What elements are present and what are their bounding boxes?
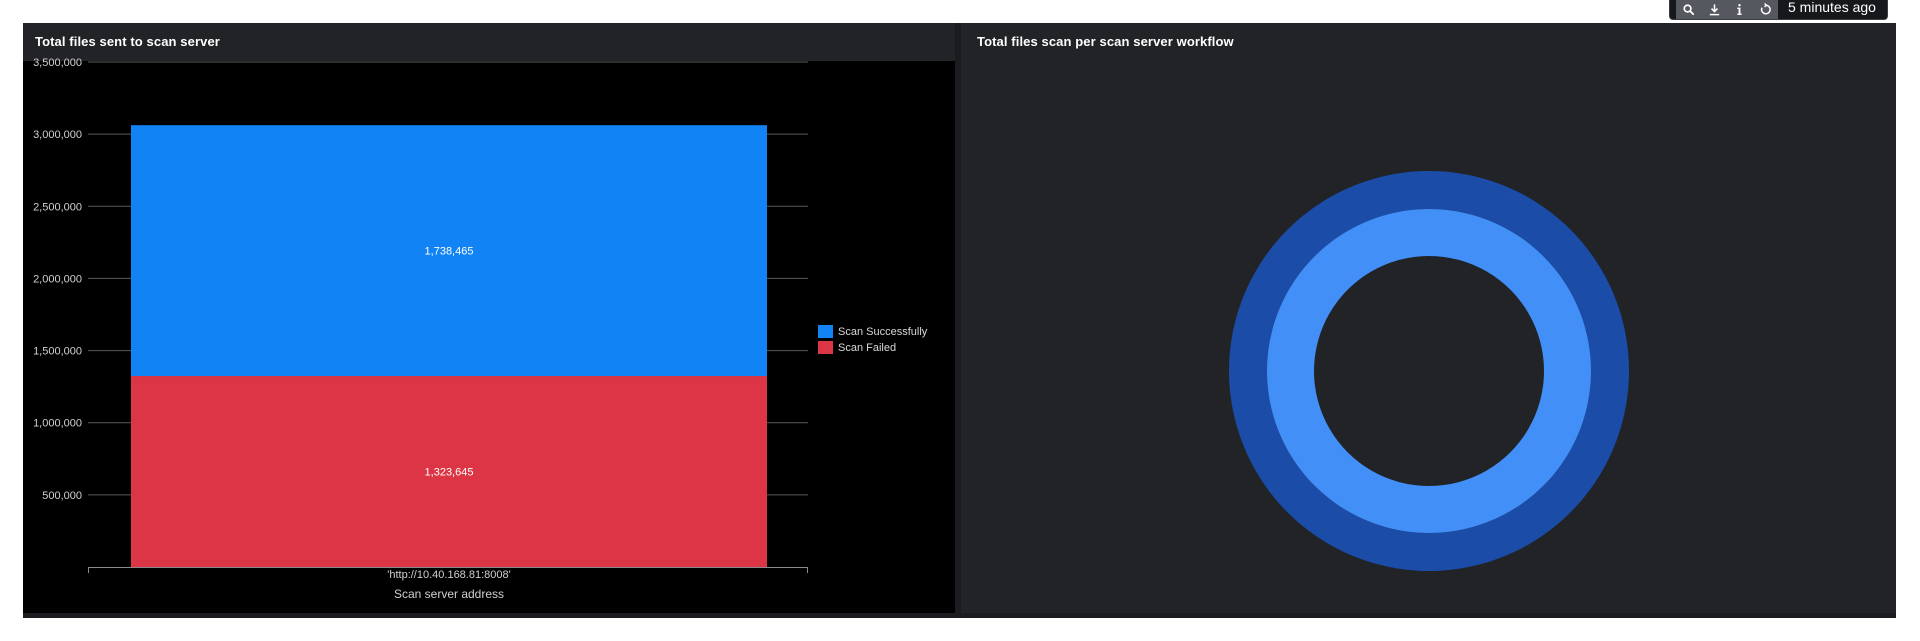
legend-label: Scan Successfully <box>838 325 928 338</box>
info-icon[interactable] <box>1731 1 1749 19</box>
bar-chart: 500,000 1,000,000 1,500,000 2,000,000 2,500,… <box>33 57 808 601</box>
x-category-label: 'http://10.40.168.81:8008' <box>387 569 510 581</box>
y-tick-label: 3,000,000 <box>33 129 82 141</box>
download-icon[interactable] <box>1705 1 1723 19</box>
donut-inner-ring[interactable] <box>1266 209 1591 533</box>
bar-chart-title: Total files sent to scan server <box>35 34 220 49</box>
y-tick-label: 1,500,000 <box>33 346 82 358</box>
legend-label: Scan Failed <box>838 341 897 354</box>
search-icon[interactable] <box>1680 1 1698 19</box>
legend-swatch-scan-failed <box>818 341 833 354</box>
donut-chart-panel-header: Total files scan per scan server workflo… <box>961 23 1896 61</box>
bar-chart-panel-header: Total files sent to scan server <box>23 23 955 61</box>
legend-swatch-scan-successfully <box>818 325 833 338</box>
y-tick-label: 2,000,000 <box>33 273 82 285</box>
legend-item-scan-successfully[interactable]: Scan Successfully <box>818 324 927 339</box>
last-updated-label: 5 minutes ago <box>1788 0 1876 15</box>
y-tick-label: 3,500,000 <box>33 57 82 69</box>
y-tick-label: 1,000,000 <box>33 418 82 430</box>
bar-data-label: 1,738,465 <box>425 246 474 258</box>
bar-scan-failed <box>131 376 767 567</box>
panel-toolbar: 5 minutes ago <box>1669 0 1888 20</box>
donut-chart <box>1228 171 1629 571</box>
bar-data-label: 1,323,645 <box>425 467 474 479</box>
donut-chart-panel: Total files scan per scan server workflo… <box>961 23 1896 613</box>
legend-item-scan-failed[interactable]: Scan Failed <box>818 340 927 355</box>
dashboard: Total files sent to scan server 500,000 1… <box>23 23 1896 618</box>
x-axis-title: Scan server address <box>394 587 504 601</box>
bar-chart-panel: Total files sent to scan server 500,000 1… <box>23 23 955 613</box>
bar-scan-successfully <box>131 125 767 377</box>
refresh-icon[interactable] <box>1756 1 1774 19</box>
donut-chart-title: Total files scan per scan server workflo… <box>977 34 1234 49</box>
y-tick-label: 2,500,000 <box>33 201 82 213</box>
y-tick-label: 500,000 <box>42 490 82 502</box>
toolbar-button-group <box>1676 0 1778 19</box>
chart-legend: Scan Successfully Scan Failed <box>818 324 927 356</box>
